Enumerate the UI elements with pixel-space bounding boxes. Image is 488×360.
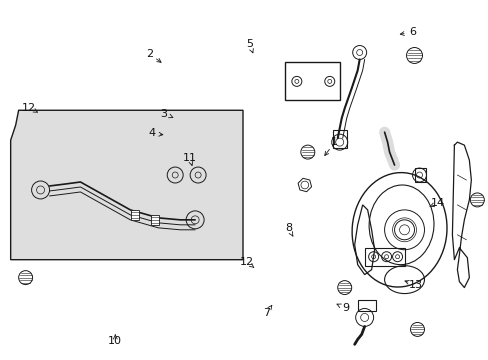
Polygon shape	[11, 110, 243, 260]
Bar	[131, 210, 139, 220]
Text: 13: 13	[408, 280, 422, 290]
Text: 14: 14	[430, 198, 444, 208]
Text: 4: 4	[148, 129, 155, 138]
Text: 6: 6	[408, 27, 415, 37]
Text: 7: 7	[263, 308, 269, 318]
Text: 12: 12	[22, 103, 36, 113]
Bar	[332, 130, 346, 148]
Text: 5: 5	[245, 39, 252, 49]
Bar	[151, 215, 159, 225]
Text: 8: 8	[284, 224, 291, 233]
Text: 12: 12	[240, 257, 253, 267]
Bar	[364, 248, 404, 266]
Bar	[357, 300, 375, 311]
Bar	[285, 62, 339, 100]
Text: 2: 2	[145, 49, 153, 59]
Bar	[414, 168, 426, 182]
Text: 1: 1	[330, 138, 338, 147]
Text: 3: 3	[160, 109, 167, 119]
Text: 9: 9	[342, 303, 349, 314]
Text: 10: 10	[108, 336, 122, 346]
Text: 11: 11	[183, 153, 197, 163]
